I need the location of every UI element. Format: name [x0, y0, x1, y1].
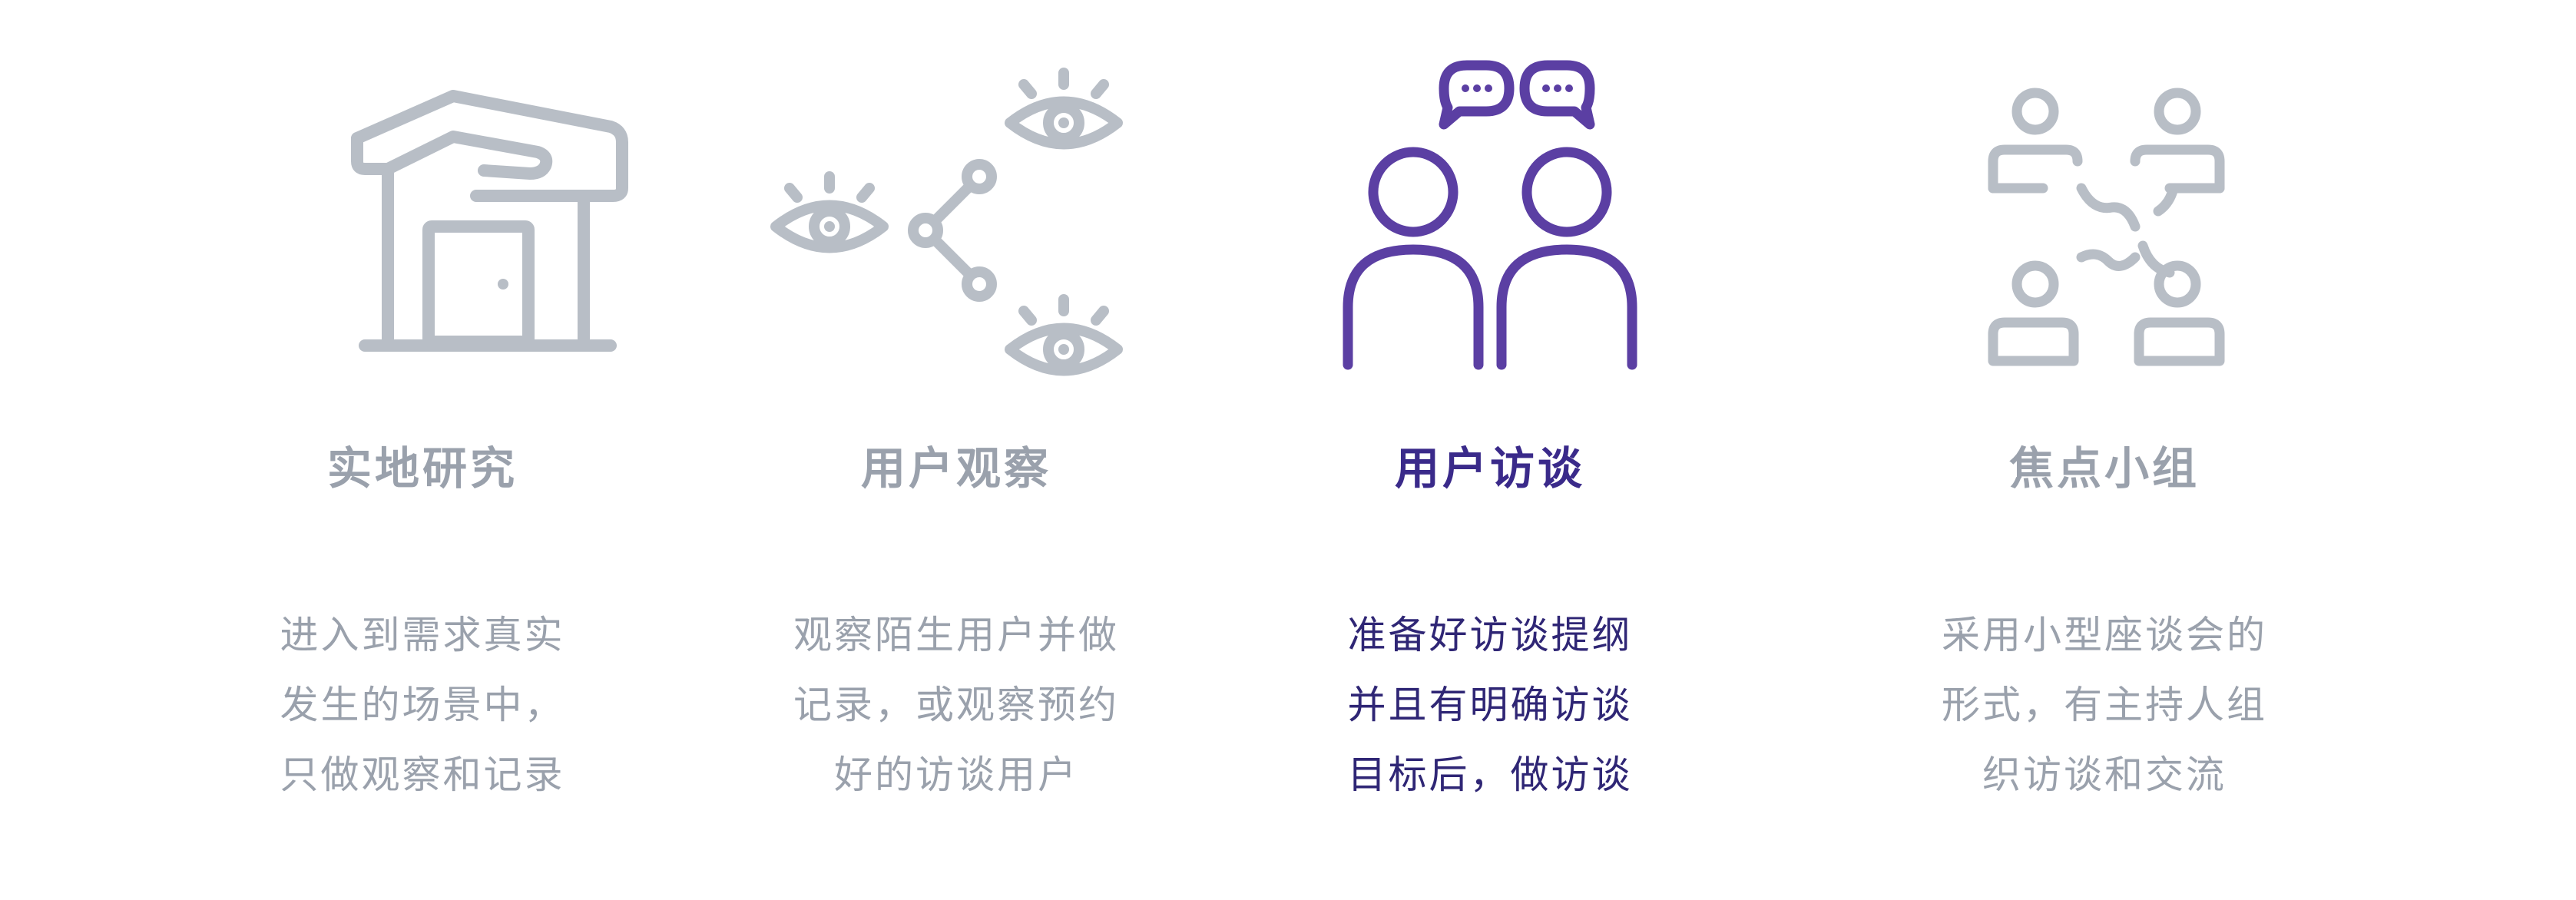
two-people-chat-icon	[1290, 54, 1690, 407]
description-line: 只做观察和记录	[280, 753, 565, 797]
method-field-research: 实地研究 进入到需求真实 发生的场景中， 只做观察和记录	[154, 0, 691, 900]
eyes-network-icon	[757, 54, 1156, 407]
description-line: 并且有明确访谈	[1347, 683, 1633, 727]
description-line: 采用小型座谈会的	[1942, 613, 2267, 657]
method-description: 准备好访谈提纲 并且有明确访谈 目标后，做访谈	[1313, 601, 1667, 810]
method-description: 进入到需求真实 发生的场景中， 只做观察和记录	[246, 601, 599, 810]
method-title: 用户观察	[860, 442, 1051, 495]
method-title: 实地研究	[326, 442, 518, 495]
description-line: 准备好访谈提纲	[1347, 613, 1633, 657]
description-line: 织访谈和交流	[1982, 753, 2227, 797]
group-discussion-icon	[1905, 54, 2304, 407]
description-line: 观察陌生用户并做	[793, 613, 1119, 657]
method-title: 焦点小组	[2008, 442, 2200, 495]
description-line: 进入到需求真实	[280, 613, 565, 657]
description-line: 记录，或观察预约	[793, 683, 1119, 727]
description-line: 目标后，做访谈	[1347, 753, 1633, 797]
method-user-observation: 用户观察 观察陌生用户并做 记录，或观察预约 好的访谈用户	[687, 0, 1225, 900]
description-line: 好的访谈用户	[834, 753, 1078, 797]
method-description: 观察陌生用户并做 记录，或观察预约 好的访谈用户	[780, 601, 1133, 810]
house-icon	[223, 54, 628, 407]
method-title: 用户访谈	[1394, 442, 1585, 495]
method-focus-group: 焦点小组 采用小型座谈会的 形式，有主持人组 织访谈和交流	[1836, 0, 2373, 900]
method-user-interview: 用户访谈 准备好访谈提纲 并且有明确访谈 目标后，做访谈	[1221, 0, 1759, 900]
description-line: 形式，有主持人组	[1942, 683, 2267, 727]
description-line: 发生的场景中，	[280, 683, 565, 727]
method-description: 采用小型座谈会的 形式，有主持人组 织访谈和交流	[1928, 601, 2281, 810]
